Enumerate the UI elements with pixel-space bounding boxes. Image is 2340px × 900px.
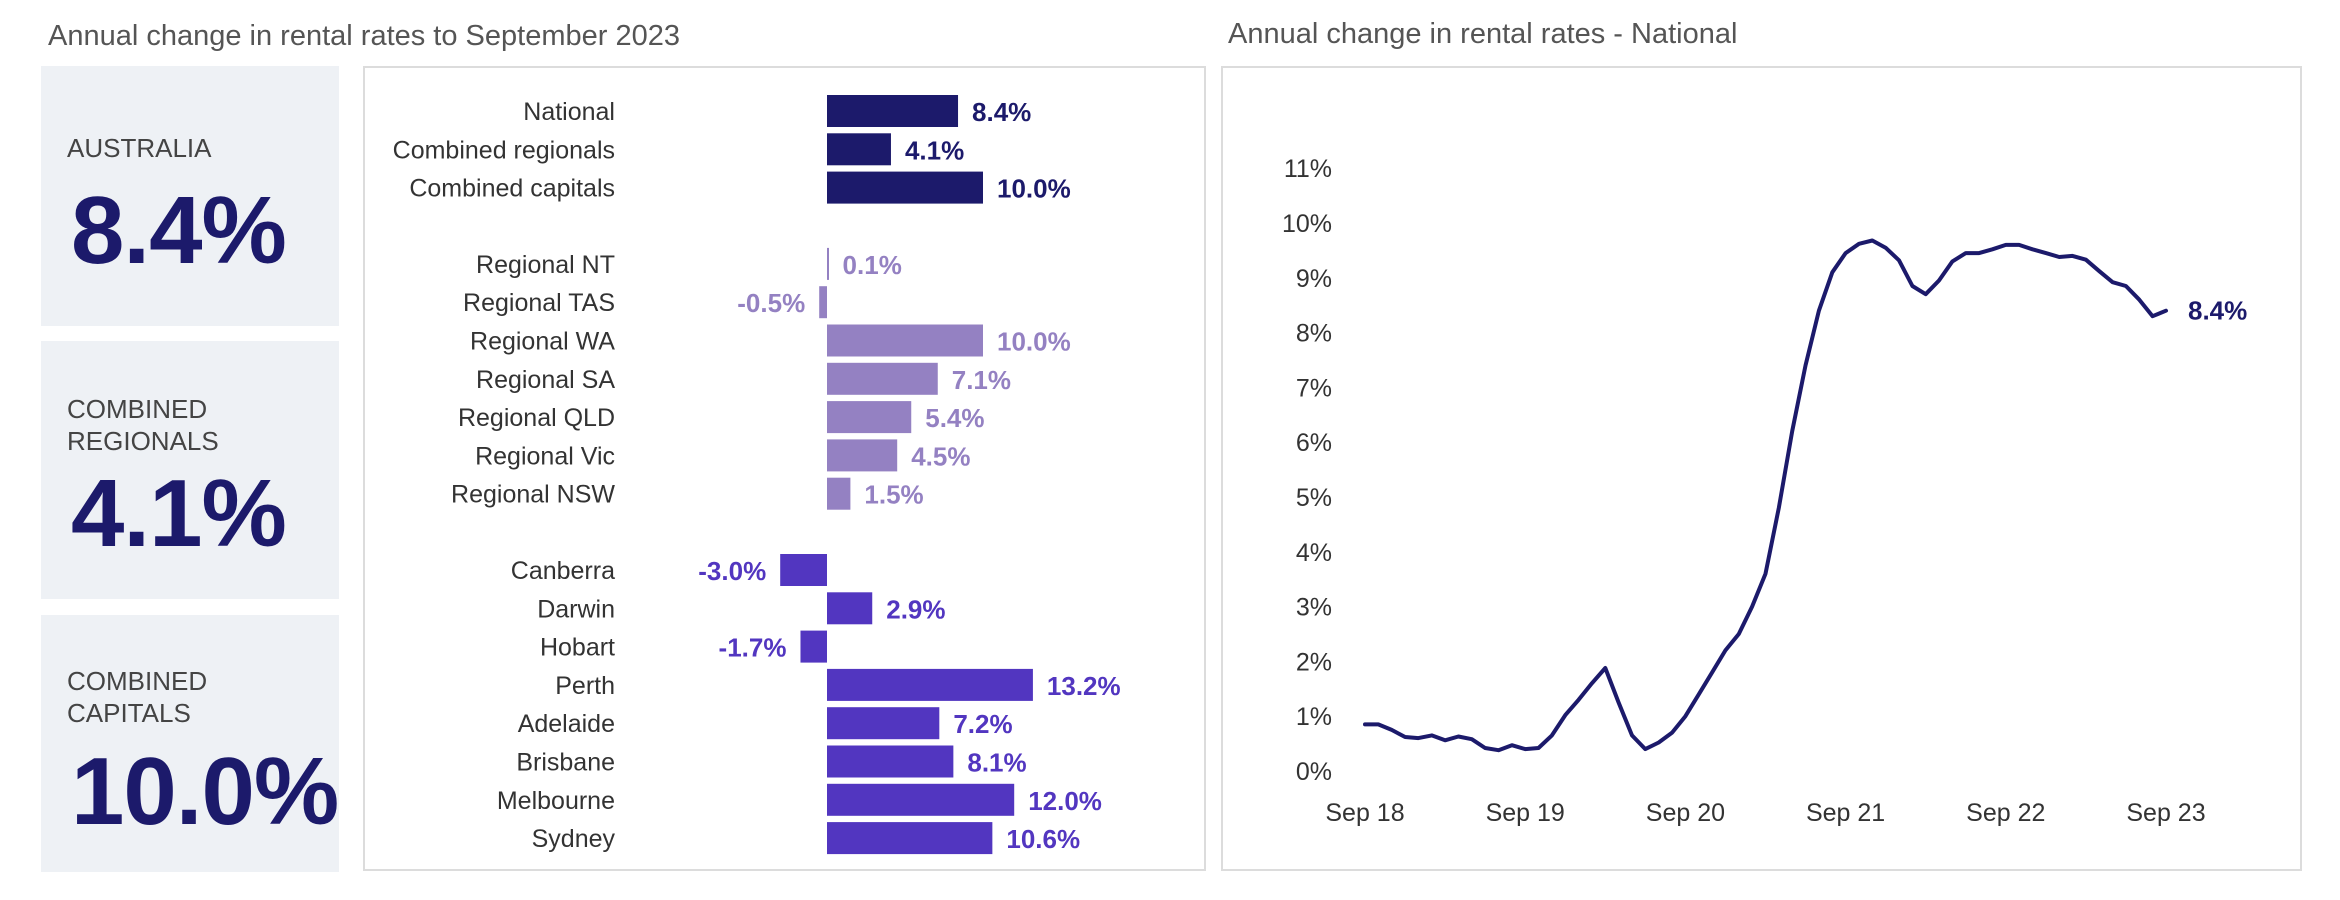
bar-value-label: 0.1% <box>843 250 902 280</box>
bar-sydney <box>827 822 993 855</box>
bar-value-label: 5.4% <box>925 403 984 433</box>
stat-card-combined-regionals: COMBINED REGIONALS 4.1% <box>41 341 339 599</box>
bar-category-label: Hobart <box>540 634 615 662</box>
bar-value-label: 8.4% <box>972 97 1031 127</box>
bar-category-label: Regional QLD <box>458 404 615 432</box>
y-tick-label: 1% <box>1296 703 1332 731</box>
bar-value-label: 7.2% <box>953 709 1012 739</box>
bar-value-label: 10.0% <box>997 174 1071 204</box>
stat-card-value: 4.1% <box>71 460 287 567</box>
bar-category-label: Perth <box>555 672 615 700</box>
bar-national <box>827 95 959 127</box>
y-tick-label: 2% <box>1296 648 1332 676</box>
bar-category-label: Brisbane <box>516 749 615 777</box>
x-tick-label: Sep 18 <box>1325 799 1404 827</box>
stat-card-label: COMBINED REGIONALS <box>67 394 219 456</box>
line-chart-panel: 0% 1% 2% 3% 4% 5% 6% 7% 8% 9% 10% 11% Sep 18 Sep 19 Se… <box>1221 66 2302 871</box>
bar-value-label: -3.0% <box>698 556 766 586</box>
stat-card-australia: AUSTRALIA 8.4% <box>41 66 339 326</box>
bar-category-label: Combined regionals <box>393 136 615 164</box>
bar-value-label: 13.2% <box>1047 671 1121 701</box>
bar-category-label: Regional NT <box>476 251 615 279</box>
bar-adelaide <box>827 707 940 740</box>
y-tick-label: 3% <box>1296 594 1332 622</box>
bar-value-label: -0.5% <box>737 288 805 318</box>
x-tick-label: Sep 22 <box>1966 799 2045 827</box>
line-chart-title: Annual change in rental rates - National <box>1228 18 1738 50</box>
bar-brisbane <box>827 745 954 778</box>
y-tick-label: 6% <box>1296 429 1332 457</box>
bar-regional-qld <box>827 401 912 434</box>
bar-regional-sa <box>827 362 938 395</box>
bar-regional-nsw <box>827 477 851 510</box>
bar-value-label: 2.9% <box>886 594 945 624</box>
bar-value-label: 1.5% <box>864 480 923 510</box>
bar-chart-title: Annual change in rental rates to Septemb… <box>48 20 680 52</box>
stat-card-combined-capitals: COMBINED CAPITALS 10.0% <box>41 615 339 872</box>
bar-value-label: 7.1% <box>952 365 1011 395</box>
line-chart: 0% 1% 2% 3% 4% 5% 6% 7% 8% 9% 10% 11% Sep 18 Sep 19 Se… <box>1282 155 2247 827</box>
bar-category-label: Melbourne <box>497 787 615 815</box>
x-tick-label: Sep 20 <box>1646 799 1725 827</box>
bar-value-label: 10.6% <box>1006 824 1080 854</box>
bar-category-label: Regional TAS <box>463 289 615 317</box>
y-tick-label: 9% <box>1296 265 1332 293</box>
x-tick-label: Sep 21 <box>1806 799 1885 827</box>
x-tick-label: Sep 23 <box>2126 799 2205 827</box>
bar-regional-nt <box>827 247 829 280</box>
bar-value-label: 10.0% <box>997 327 1071 357</box>
stat-card-label: COMBINED CAPITALS <box>67 666 208 728</box>
bar-category-label: National <box>523 98 615 126</box>
bar-category-label: Canberra <box>511 557 615 585</box>
y-tick-label: 10% <box>1282 210 1332 238</box>
stat-card-value: 8.4% <box>71 177 287 284</box>
y-tick-label: 4% <box>1296 539 1332 567</box>
bar-combined-capitals <box>827 171 983 204</box>
y-tick-label: 11% <box>1284 155 1332 183</box>
line-end-label: 8.4% <box>2188 296 2247 326</box>
bar-category-label: Adelaide <box>518 710 615 738</box>
y-tick-label: 8% <box>1296 320 1332 348</box>
bar-category-label: Regional Vic <box>475 442 615 470</box>
stat-card-value: 10.0% <box>71 738 339 845</box>
bar-category-label: Regional SA <box>476 366 615 394</box>
bar-regional-vic <box>827 439 898 472</box>
bar-chart: National 8.4% Combined regionals 4.1% Combin… <box>393 95 1121 855</box>
bar-value-label: 12.0% <box>1028 786 1102 816</box>
y-tick-label: 5% <box>1296 484 1332 512</box>
bar-melbourne <box>827 783 1015 816</box>
bar-category-label: Regional WA <box>470 328 615 356</box>
bar-value-label: 4.5% <box>911 441 970 471</box>
bar-value-label: -1.7% <box>719 633 787 663</box>
y-tick-label: 0% <box>1296 758 1332 786</box>
bar-value-label: 4.1% <box>905 135 964 165</box>
bar-combined-regionals <box>827 133 891 166</box>
stat-card-label: AUSTRALIA <box>67 133 212 163</box>
y-tick-label: 7% <box>1296 374 1332 402</box>
bar-regional-tas <box>819 286 827 319</box>
bar-darwin <box>827 592 873 625</box>
bar-regional-wa <box>827 324 983 357</box>
bar-category-label: Sydney <box>532 825 616 853</box>
bar-hobart <box>800 630 827 663</box>
bar-canberra <box>780 554 827 586</box>
bar-perth <box>827 668 1033 701</box>
bar-category-label: Combined capitals <box>409 175 615 203</box>
bar-chart-panel: National 8.4% Combined regionals 4.1% Combin… <box>363 66 1206 871</box>
series-line-national <box>1363 238 2168 753</box>
bar-category-label: Regional NSW <box>451 481 615 509</box>
bar-value-label: 8.1% <box>967 748 1026 778</box>
x-tick-label: Sep 19 <box>1486 799 1565 827</box>
bar-category-label: Darwin <box>537 595 615 623</box>
